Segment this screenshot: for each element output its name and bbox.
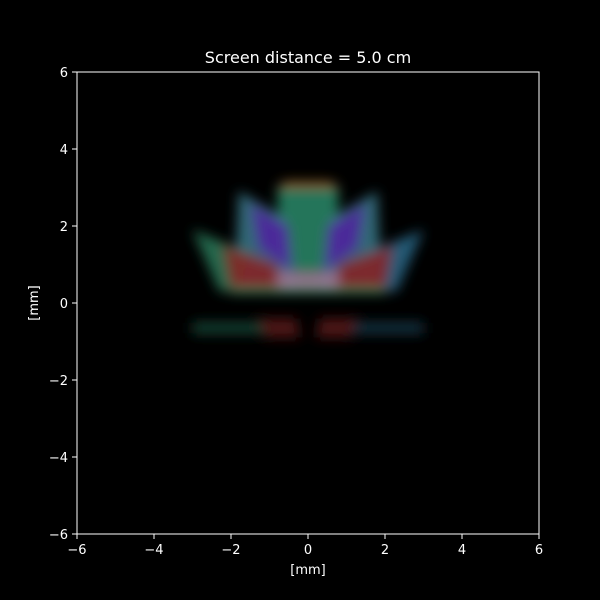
- y-tick-label: 4: [60, 143, 68, 158]
- x-tick-label: 2: [381, 543, 389, 558]
- y-tick-label: −2: [49, 374, 68, 389]
- region-center-pink: [277, 272, 339, 292]
- region-lower-left-red: [257, 318, 301, 338]
- region-lower-right-red: [315, 318, 359, 338]
- x-tick-label: 6: [535, 543, 543, 558]
- y-tick-label: −4: [49, 451, 68, 466]
- x-axis: −6 −4 −2 0 2 4 6: [67, 534, 543, 558]
- chart-title: Screen distance = 5.0 cm: [205, 48, 411, 67]
- region-top-cap: [277, 181, 339, 188]
- region-lower-left-ghost: [192, 322, 270, 334]
- x-tick-label: 0: [304, 543, 312, 558]
- region-right-purple: [323, 202, 366, 273]
- region-top-fan: [277, 187, 339, 292]
- region-base-green: [231, 288, 385, 294]
- region-left-red: [223, 245, 285, 292]
- x-axis-label: [mm]: [290, 563, 325, 578]
- y-axis: −6 −4 −2 0 2 4 6: [49, 66, 77, 543]
- region-right-red: [331, 245, 393, 292]
- x-tick-label: −4: [144, 543, 163, 558]
- x-tick-label: −6: [67, 543, 86, 558]
- y-axis-label: [mm]: [27, 285, 42, 320]
- intensity-pattern: [192, 181, 424, 338]
- x-tick-label: 4: [458, 543, 466, 558]
- x-tick-label: −2: [221, 543, 240, 558]
- region-lower-right-ghost: [346, 322, 424, 334]
- plot-area: [77, 72, 539, 534]
- y-tick-label: −6: [49, 528, 68, 543]
- y-tick-label: 0: [60, 297, 68, 312]
- region-left-purple: [250, 202, 293, 273]
- y-tick-label: 2: [60, 220, 68, 235]
- y-tick-label: 6: [60, 66, 68, 81]
